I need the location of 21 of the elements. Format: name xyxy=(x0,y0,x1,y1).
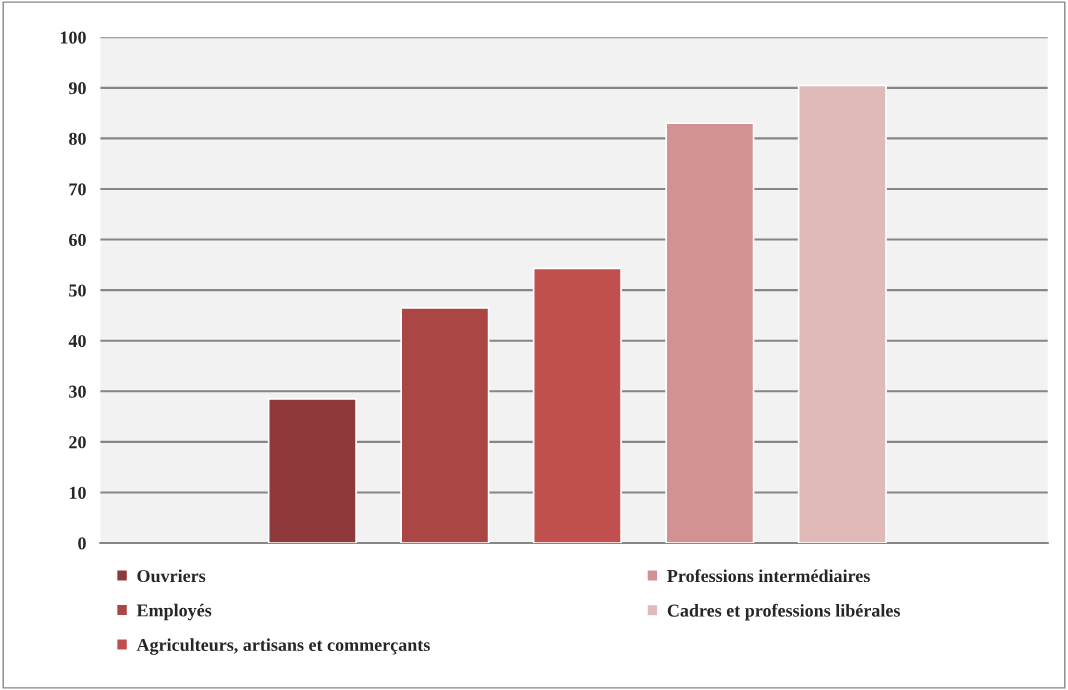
y-tick-label: 30 xyxy=(69,385,86,398)
y-tick-label: 100 xyxy=(60,31,86,44)
y-tick-label: 0 xyxy=(78,537,86,550)
y-tick-label: 60 xyxy=(69,233,86,247)
y-tick-label: 20 xyxy=(69,436,86,449)
y-tick-label: 50 xyxy=(69,284,86,297)
y-tick-label: 10 xyxy=(69,486,86,499)
bar xyxy=(400,307,490,544)
legend-label: Agriculteurs, artisans et commerçants xyxy=(136,638,430,655)
legend-label: Employés xyxy=(136,603,212,621)
bar xyxy=(267,398,357,544)
bar xyxy=(797,84,887,544)
y-tick-label: 40 xyxy=(68,334,86,348)
legend-label: Ouvriers xyxy=(137,569,206,583)
legend-label: Cadres et professions libérales xyxy=(667,603,900,621)
bar xyxy=(665,122,755,544)
y-tick-label: 90 xyxy=(68,82,86,95)
y-tick-label: 70 xyxy=(69,183,86,196)
y-tick-label: 80 xyxy=(69,132,86,145)
legend-label: Professions intermédiaires xyxy=(667,569,870,583)
bar xyxy=(532,267,622,544)
